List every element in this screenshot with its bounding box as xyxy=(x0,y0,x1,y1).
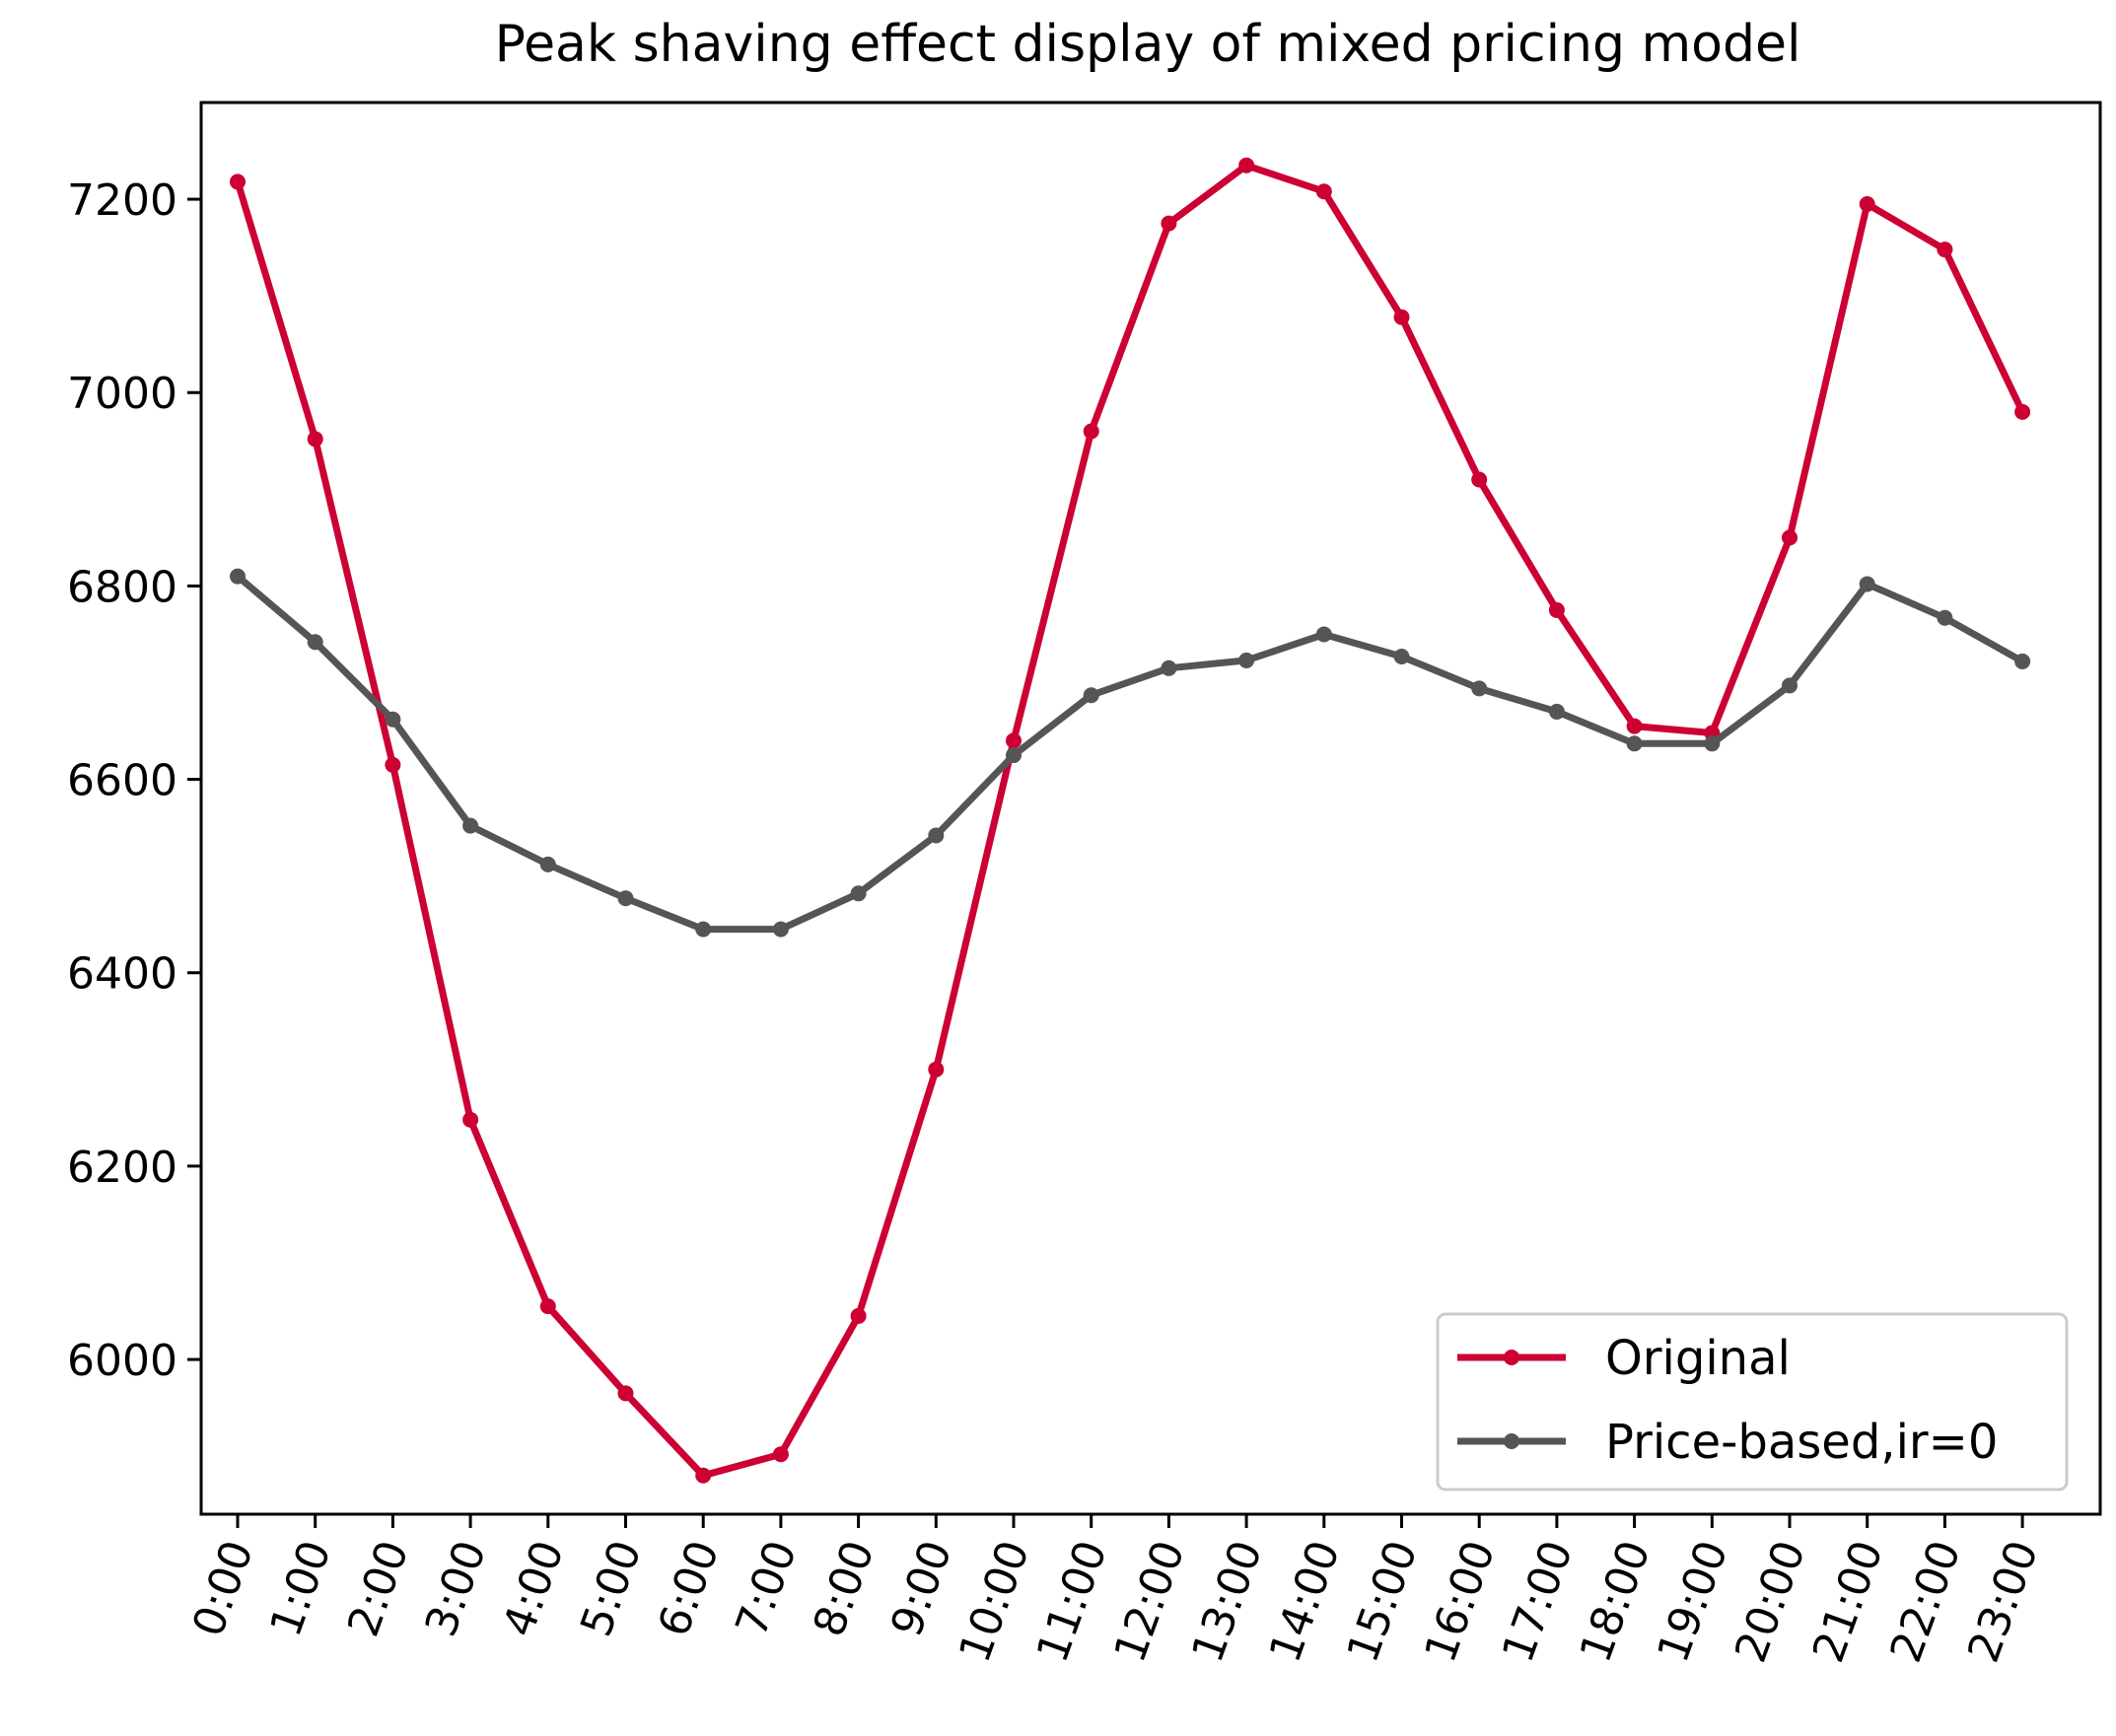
data-point-price-based xyxy=(1937,609,1953,626)
series-line-original xyxy=(234,162,2026,1480)
data-point-price-based xyxy=(1782,677,1798,694)
data-point-price-based xyxy=(1626,735,1643,752)
series-line-price-based xyxy=(234,573,2026,934)
data-point-price-based xyxy=(1006,747,1022,764)
legend-entry-price-based: Price-based,ir=0 xyxy=(1457,1415,1998,1470)
y-tick-label: 6200 xyxy=(67,1143,177,1193)
data-point-original xyxy=(385,756,401,773)
y-tick-label: 6000 xyxy=(67,1336,177,1386)
data-point-original xyxy=(1782,529,1798,546)
data-point-price-based xyxy=(230,568,246,585)
data-point-price-based xyxy=(1083,687,1099,704)
data-point-price-based xyxy=(1393,649,1410,665)
data-point-price-based xyxy=(850,885,867,902)
y-tick-label: 6600 xyxy=(67,756,177,806)
data-point-original xyxy=(307,431,323,448)
data-point-price-based xyxy=(772,921,789,937)
data-point-original xyxy=(1859,195,1875,212)
series-layer xyxy=(230,157,2031,1484)
y-tick-label: 7200 xyxy=(67,175,177,226)
data-point-original xyxy=(2014,403,2031,420)
data-point-original xyxy=(230,174,246,190)
y-tick-label: 6400 xyxy=(67,949,177,1000)
y-tick-label: 7000 xyxy=(67,369,177,419)
data-point-original xyxy=(1393,309,1410,325)
data-point-original xyxy=(462,1111,479,1128)
data-point-original xyxy=(928,1061,945,1077)
data-point-price-based xyxy=(539,856,556,872)
data-point-original xyxy=(1937,242,1953,258)
data-point-original xyxy=(539,1298,556,1315)
data-point-price-based xyxy=(617,890,634,907)
data-point-price-based xyxy=(1704,735,1721,752)
data-point-price-based xyxy=(1471,680,1488,697)
data-point-price-based xyxy=(928,827,945,844)
data-point-original xyxy=(772,1446,789,1463)
data-point-original xyxy=(1238,157,1255,174)
legend-label-original: Original xyxy=(1605,1331,1791,1386)
data-point-price-based xyxy=(1238,652,1255,668)
plot-frame xyxy=(199,101,2102,1516)
legend-entry-original: Original xyxy=(1457,1331,1791,1386)
y-axis-ticks: 6000 6200 6400 6600 6800 7000 7200 xyxy=(67,175,201,1386)
legend: Original Price-based,ir=0 xyxy=(1436,1312,2069,1492)
data-point-original xyxy=(617,1385,634,1402)
legend-marker-price-based xyxy=(1504,1433,1519,1449)
data-point-price-based xyxy=(385,711,401,728)
data-point-price-based xyxy=(1315,626,1332,643)
data-point-price-based xyxy=(1859,576,1875,592)
data-point-price-based xyxy=(1161,660,1177,676)
data-point-price-based xyxy=(307,634,323,651)
data-point-original xyxy=(1006,732,1022,749)
data-point-original xyxy=(850,1307,867,1324)
data-point-price-based xyxy=(695,921,712,937)
data-point-original xyxy=(1548,601,1565,618)
data-point-original xyxy=(1626,718,1643,734)
legend-box xyxy=(1436,1312,2069,1492)
data-point-price-based xyxy=(2014,653,2031,669)
data-point-price-based xyxy=(1548,703,1565,720)
legend-marker-original xyxy=(1504,1350,1519,1365)
chart-title: Peak shaving effect display of mixed pri… xyxy=(495,15,1801,74)
data-point-original xyxy=(695,1467,712,1484)
data-point-original xyxy=(1161,215,1177,232)
legend-label-price-based: Price-based,ir=0 xyxy=(1605,1415,1998,1470)
y-tick-label: 6800 xyxy=(67,562,177,612)
data-point-original xyxy=(1315,183,1332,200)
data-point-price-based xyxy=(462,817,479,834)
data-point-original xyxy=(1471,471,1488,488)
data-point-original xyxy=(1083,423,1099,440)
